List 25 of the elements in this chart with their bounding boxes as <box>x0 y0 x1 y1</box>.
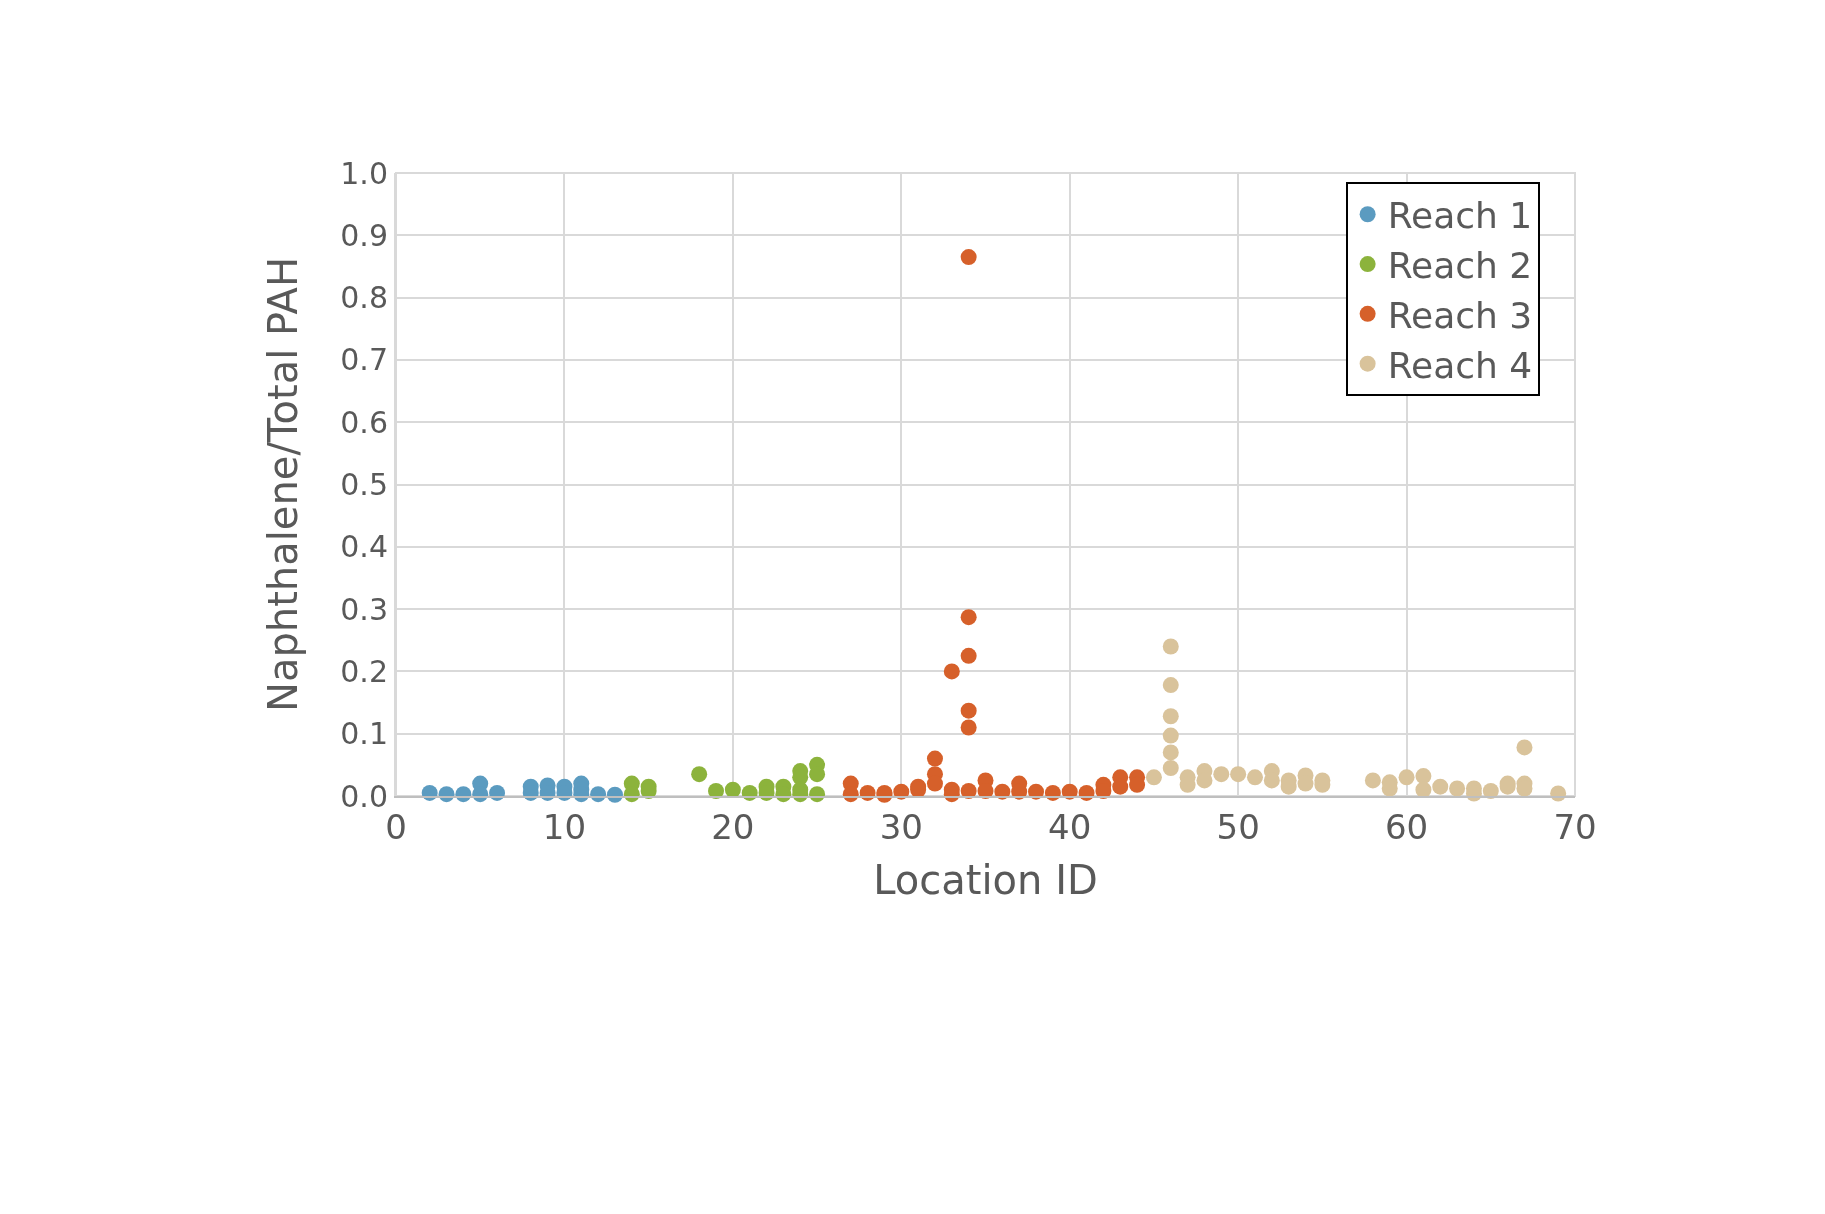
y-tick-label: 0.0 <box>340 778 388 814</box>
y-tick-label: 0.9 <box>340 217 388 253</box>
x-tick-label: 60 <box>1384 806 1429 847</box>
legend-label: Reach 3 <box>1387 294 1533 336</box>
y-tick-label: 0.1 <box>340 716 388 752</box>
y-tick-label: 1.0 <box>340 155 388 191</box>
y-tick-label: 0.6 <box>340 404 388 440</box>
x-axis-title: Location ID <box>873 856 1098 903</box>
y-axis-title: Naphthalene/Total PAH <box>260 256 307 713</box>
y-tick-label: 0.7 <box>340 342 388 378</box>
y-tick-label: 0.3 <box>340 591 388 627</box>
x-tick-label: 30 <box>879 806 923 847</box>
legend-label: Reach 4 <box>1387 344 1533 386</box>
x-tick-label: 20 <box>711 806 755 847</box>
legend-label: Reach 1 <box>1387 195 1533 237</box>
x-tick-label: 0 <box>385 806 407 847</box>
x-tick-label: 40 <box>1048 806 1092 847</box>
y-tick-label: 0.8 <box>340 280 388 316</box>
y-tick-label: 0.5 <box>340 467 388 502</box>
y-tick-label: 0.4 <box>340 529 388 565</box>
x-tick-label: 70 <box>1553 806 1597 847</box>
legend-label: Reach 2 <box>1387 245 1533 287</box>
x-tick-label: 50 <box>1216 806 1260 847</box>
y-tick-label: 0.2 <box>340 653 388 689</box>
x-tick-label: 10 <box>542 806 587 847</box>
